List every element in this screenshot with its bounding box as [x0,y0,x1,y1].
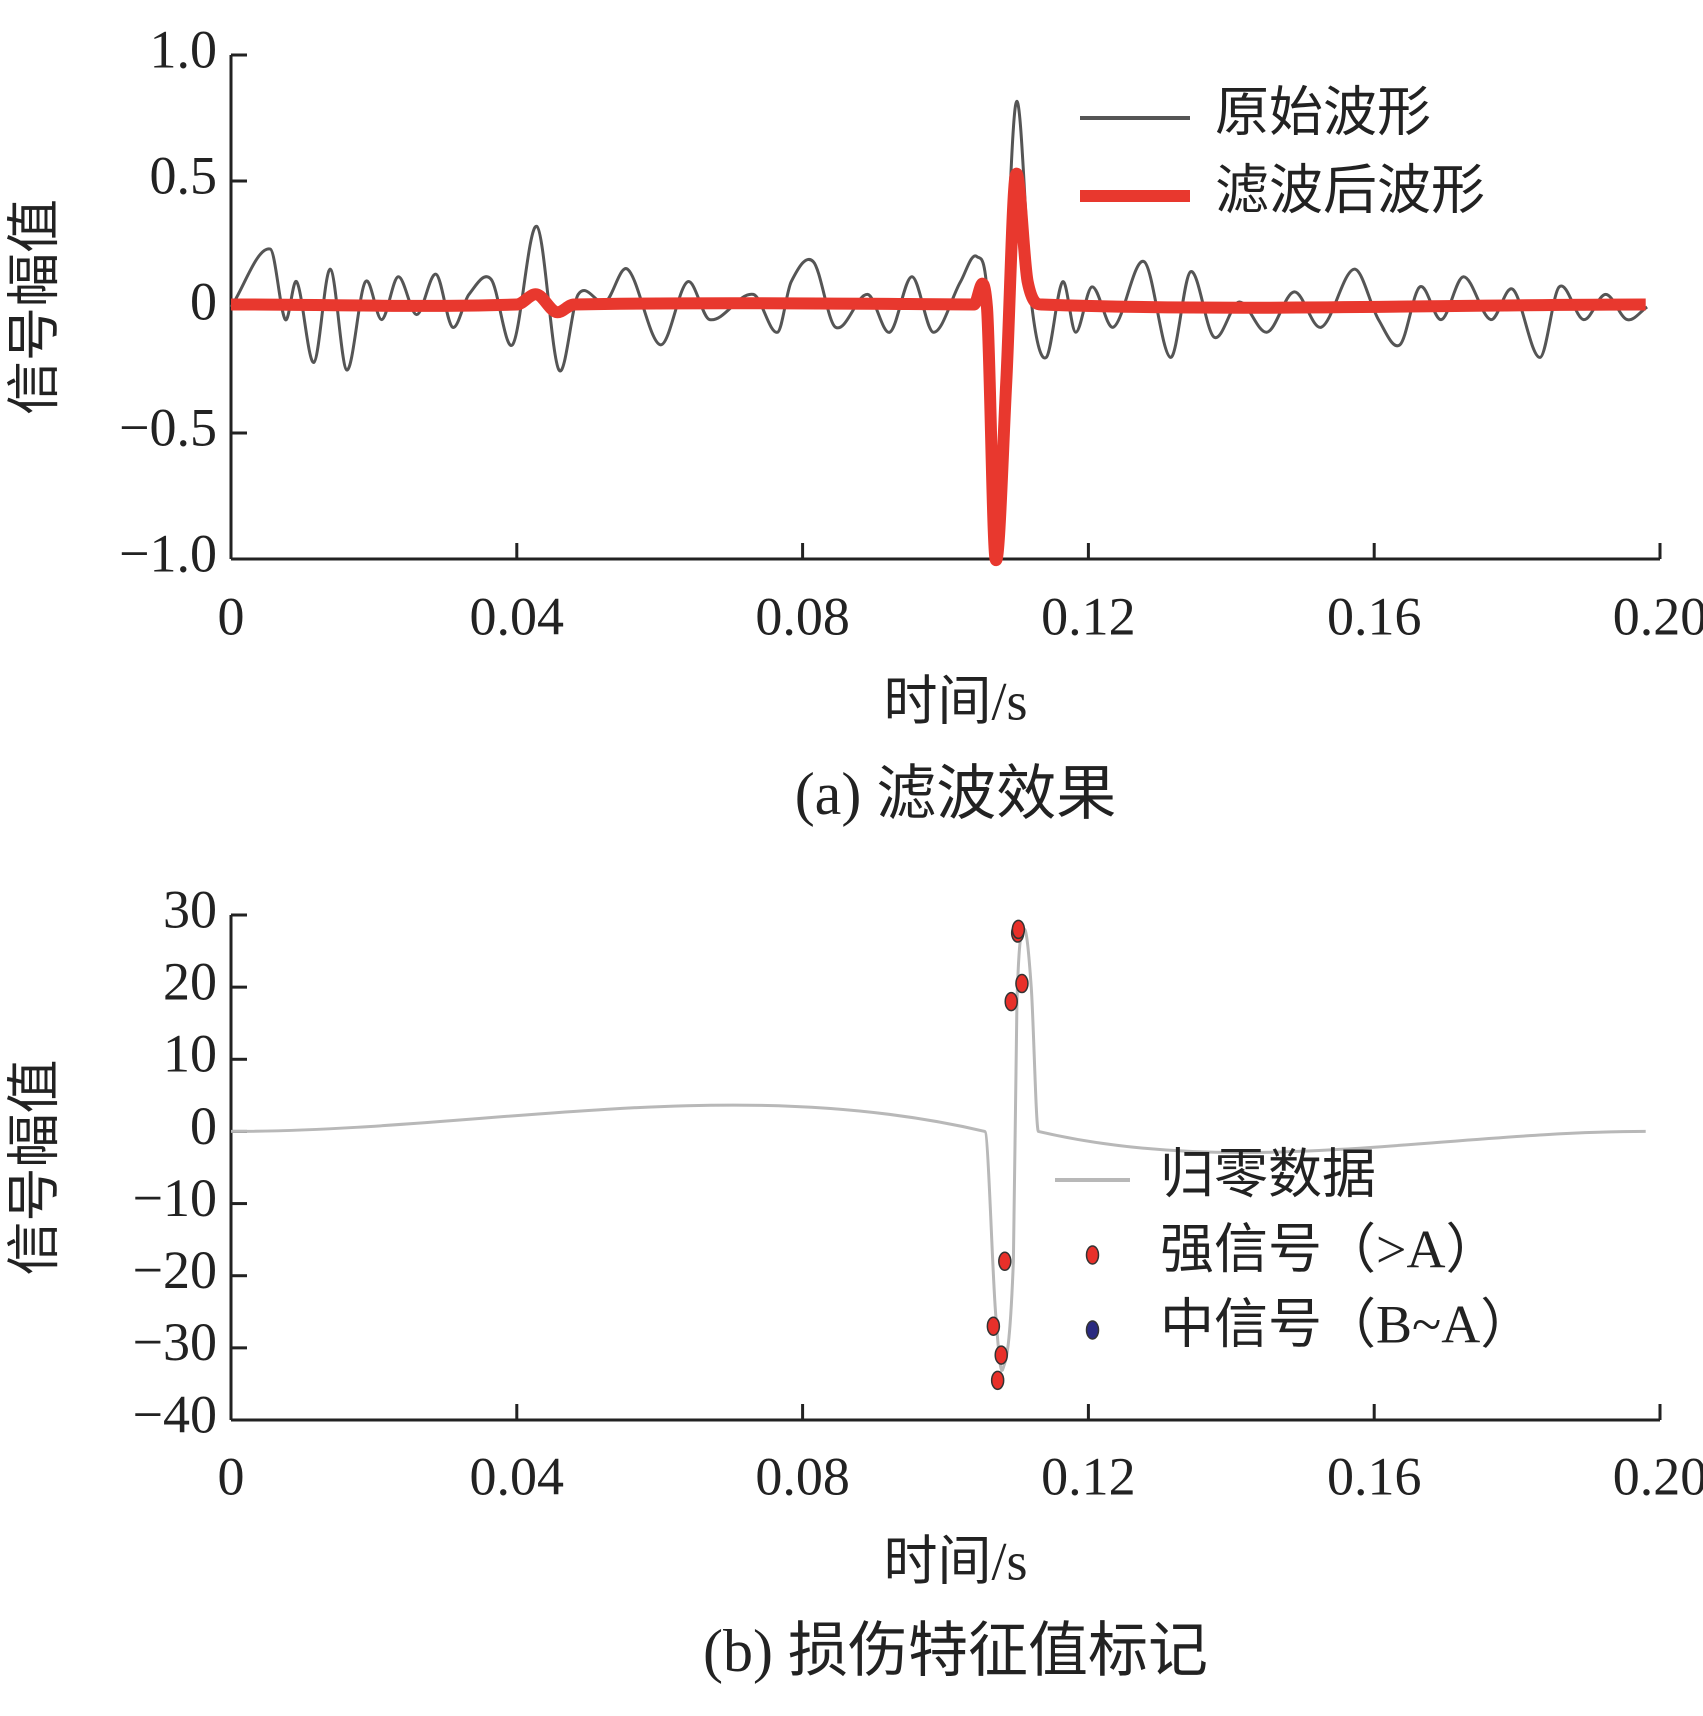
x-tick-label: 0.08 [755,1446,850,1506]
point [998,1251,1012,1272]
point [994,1345,1008,1365]
legend-marker [1085,1320,1100,1340]
subplot: 1.00.50−0.5−1.00 0.04 0.08 0.12 0.16 0.20时间/s… [4,19,1703,826]
x-axis-label: 时间/s [883,1531,1027,1591]
y-tick-label: −1.0 [119,523,217,583]
x-tick-label: 0.12 [1041,1446,1136,1506]
x-tick-label: 0.04 [470,586,565,646]
x-axis-label: 时间/s [883,671,1027,731]
y-axis-label: 信号幅值 [4,199,64,415]
y-tick-label: −0.5 [119,397,217,457]
x-tick-label: 0.12 [1041,586,1136,646]
y-tick-label: −10 [133,1168,217,1228]
point [986,1316,1001,1336]
y-tick-label: −30 [133,1312,217,1372]
x-tick-label: 0.20 [1613,586,1703,646]
y-tick-label: 30 [163,879,217,939]
point [1011,919,1026,940]
legend-marker [1085,1245,1100,1265]
y-tick-label: 20 [163,952,217,1012]
y-tick-label: 10 [163,1024,217,1084]
legend-label: 归零数据 [1160,1144,1376,1204]
y-axis-label: 信号幅值 [4,1060,64,1276]
x-tick-label: 0 [218,1446,245,1506]
x-tick-label: 0.20 [1613,1446,1703,1506]
line [230,167,1646,567]
x-tick-label: 0.08 [755,586,850,646]
point [1004,991,1018,1012]
legend-label: 滤波后波形 [1215,160,1485,220]
legend-label: 中信号（B~A） [1160,1294,1534,1354]
x-tick-label: 0.04 [470,1446,565,1506]
legend-label: 强信号（>A） [1160,1219,1499,1279]
caption: (a) 滤波效果 [795,761,1117,827]
y-tick-label: 0 [190,1096,217,1156]
line [230,927,1646,1372]
point [1015,973,1029,994]
y-tick-label: 0 [190,271,217,331]
x-tick-label: 0.16 [1327,1446,1422,1506]
caption: (b) 损伤特征值标记 [703,1618,1208,1684]
y-tick-label: −20 [133,1240,217,1300]
line [229,100,1649,537]
y-tick-label: −40 [133,1384,217,1444]
legend-label: 原始波形 [1215,82,1431,142]
y-tick-label: 1.0 [150,19,218,79]
x-tick-label: 0.16 [1327,586,1422,646]
y-tick-label: 0.5 [150,145,218,205]
point [990,1370,1005,1391]
x-tick-label: 0 [218,586,245,646]
